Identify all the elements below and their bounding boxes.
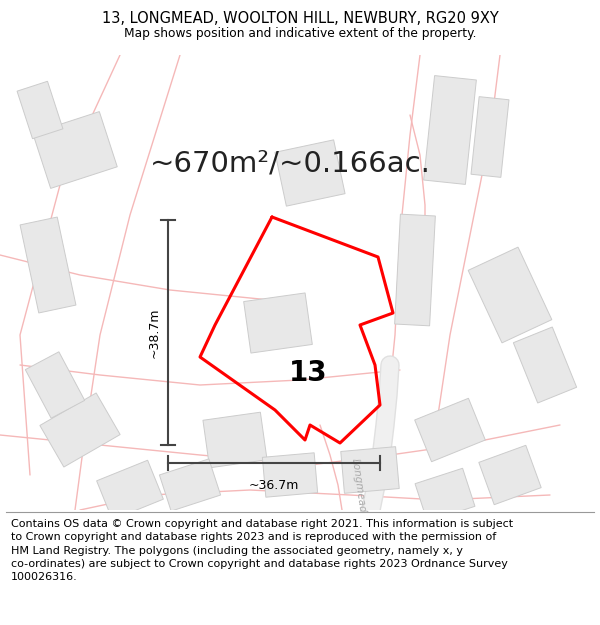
Polygon shape [424,76,476,184]
Text: ~670m²/~0.166ac.: ~670m²/~0.166ac. [149,149,430,177]
Polygon shape [33,112,117,188]
Polygon shape [25,352,85,418]
Polygon shape [275,140,345,206]
Polygon shape [415,468,475,522]
Polygon shape [262,452,317,498]
Text: ~36.7m: ~36.7m [249,479,299,492]
Polygon shape [468,247,552,343]
Polygon shape [415,398,485,462]
Polygon shape [40,393,120,467]
Text: Map shows position and indicative extent of the property.: Map shows position and indicative extent… [124,27,476,39]
Polygon shape [97,460,163,520]
Text: Longmead: Longmead [349,457,367,513]
Text: ~38.7m: ~38.7m [148,308,161,358]
Polygon shape [471,97,509,178]
Text: 13: 13 [289,359,328,387]
Polygon shape [244,293,313,353]
Polygon shape [17,81,63,139]
Polygon shape [203,412,267,468]
Polygon shape [341,447,399,493]
Polygon shape [395,214,436,326]
Polygon shape [20,217,76,313]
Text: Contains OS data © Crown copyright and database right 2021. This information is : Contains OS data © Crown copyright and d… [11,519,513,582]
Text: 13, LONGMEAD, WOOLTON HILL, NEWBURY, RG20 9XY: 13, LONGMEAD, WOOLTON HILL, NEWBURY, RG2… [101,11,499,26]
Polygon shape [160,459,221,511]
Polygon shape [479,445,541,505]
Polygon shape [514,327,577,403]
